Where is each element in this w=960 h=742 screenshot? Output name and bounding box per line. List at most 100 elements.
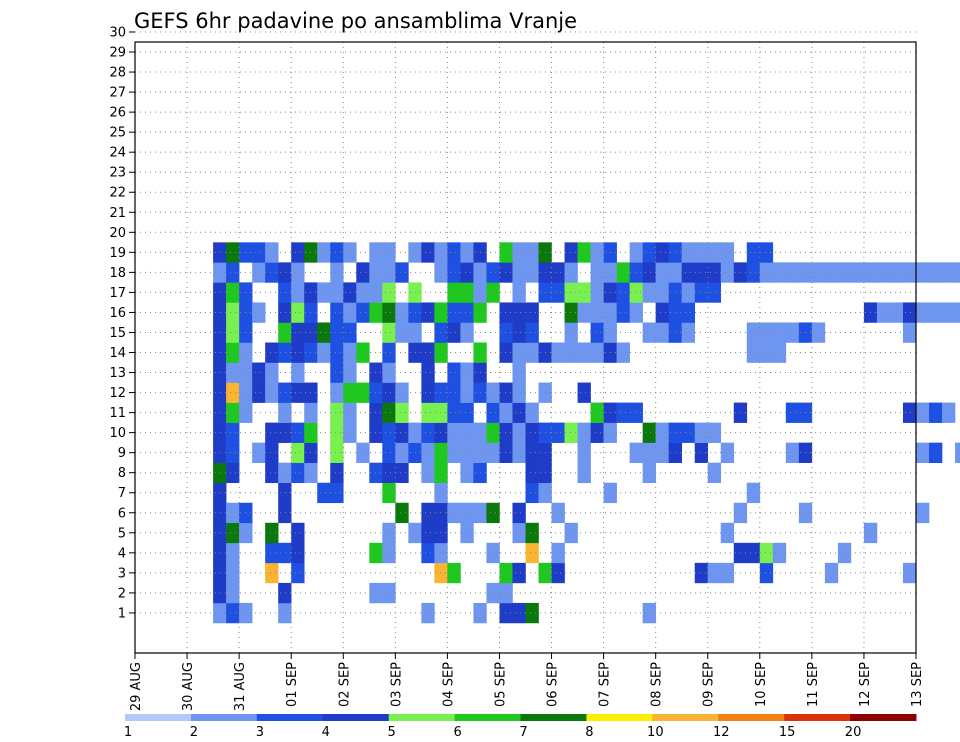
heatmap-cell bbox=[382, 362, 396, 383]
heatmap-cell bbox=[486, 442, 500, 463]
heatmap-cell bbox=[525, 302, 539, 323]
heatmap-cell bbox=[876, 302, 891, 323]
x-tick-label: 04 SEP bbox=[441, 662, 456, 707]
heatmap-cell bbox=[902, 322, 917, 343]
heatmap-cell bbox=[681, 242, 696, 263]
heatmap-cell bbox=[421, 442, 435, 463]
heatmap-cell bbox=[486, 402, 500, 423]
heatmap-cell bbox=[330, 422, 344, 443]
heatmap-cell bbox=[213, 482, 227, 504]
heatmap-cell bbox=[929, 402, 943, 423]
heatmap-cell bbox=[421, 602, 435, 624]
heatmap-cell bbox=[759, 562, 774, 584]
x-tick-label: 06 SEP bbox=[546, 662, 561, 707]
heatmap-cell bbox=[460, 382, 474, 403]
heatmap-cell bbox=[642, 442, 656, 463]
colorbar-label: 12 bbox=[713, 725, 730, 740]
x-tick-label: 29 AUG bbox=[129, 662, 144, 711]
heatmap-cell bbox=[916, 262, 930, 283]
heatmap-cell bbox=[824, 562, 839, 584]
heatmap-cell bbox=[616, 282, 630, 303]
colorbar-swatch bbox=[652, 714, 719, 721]
heatmap-cell bbox=[395, 382, 409, 403]
heatmap-cell bbox=[330, 342, 344, 363]
heatmap-cell bbox=[902, 302, 917, 323]
heatmap-cell bbox=[460, 422, 474, 443]
heatmap-cell bbox=[226, 502, 240, 524]
heatmap-cell bbox=[837, 542, 852, 564]
heatmap-cell bbox=[395, 262, 409, 283]
heatmap-cell bbox=[278, 282, 292, 303]
heatmap-cell bbox=[642, 282, 656, 303]
heatmap-cell bbox=[382, 282, 396, 303]
heatmap-cell bbox=[460, 322, 474, 343]
y-tick-label: 4 bbox=[118, 546, 126, 561]
heatmap-cell bbox=[785, 402, 800, 423]
colorbar-swatch bbox=[718, 714, 785, 721]
heatmap-cell bbox=[499, 302, 513, 323]
heatmap-cell bbox=[902, 262, 917, 283]
heatmap-cell bbox=[434, 342, 448, 363]
heatmap-cell bbox=[929, 442, 943, 463]
heatmap-cell bbox=[434, 562, 448, 584]
y-tick-label: 2 bbox=[118, 586, 126, 601]
heatmap-cell bbox=[382, 422, 396, 443]
heatmap-cell bbox=[642, 602, 656, 624]
heatmap-cell bbox=[577, 462, 591, 484]
heatmap-cell bbox=[681, 282, 696, 303]
heatmap-cell bbox=[278, 382, 292, 403]
colorbar-swatch bbox=[256, 714, 324, 721]
heatmap-cell bbox=[512, 502, 526, 524]
heatmap-cell bbox=[226, 262, 240, 283]
heatmap-cell bbox=[746, 322, 761, 343]
heatmap-cell bbox=[590, 262, 604, 283]
heatmap-cell bbox=[512, 282, 526, 303]
heatmap-cell bbox=[512, 562, 526, 584]
heatmap-cell bbox=[278, 602, 292, 624]
heatmap-cell bbox=[395, 322, 409, 343]
heatmap-cell bbox=[434, 302, 448, 323]
heatmap-cell bbox=[434, 542, 448, 564]
heatmap-cell bbox=[291, 262, 305, 283]
heatmap-cell bbox=[512, 422, 526, 443]
heatmap-cell bbox=[265, 562, 279, 584]
heatmap-cell bbox=[707, 422, 722, 443]
y-tick-label: 18 bbox=[109, 266, 126, 281]
heatmap-cell bbox=[499, 402, 513, 423]
heatmap-cell bbox=[226, 382, 240, 403]
heatmap-cell bbox=[213, 522, 227, 544]
heatmap-cell bbox=[291, 422, 305, 443]
heatmap-cell bbox=[213, 402, 227, 423]
heatmap-cell bbox=[460, 262, 474, 283]
y-tick-label: 10 bbox=[109, 426, 126, 441]
heatmap-cell bbox=[889, 302, 904, 323]
heatmap-cell bbox=[447, 502, 461, 524]
heatmap-cell bbox=[434, 422, 448, 443]
heatmap-cell bbox=[681, 262, 696, 283]
heatmap-cell bbox=[291, 282, 305, 303]
heatmap-cell bbox=[616, 302, 630, 323]
heatmap-cell bbox=[265, 522, 279, 544]
x-tick-label: 10 SEP bbox=[754, 662, 769, 707]
heatmap-cell bbox=[772, 262, 787, 283]
heatmap-cell bbox=[629, 262, 643, 283]
heatmap-cell bbox=[590, 402, 604, 423]
heatmap-cell bbox=[226, 462, 240, 484]
heatmap-cell bbox=[330, 402, 344, 423]
x-tick-label: 08 SEP bbox=[650, 662, 665, 707]
heatmap-cell bbox=[512, 262, 526, 283]
heatmap-cell bbox=[291, 362, 305, 383]
heatmap-cell bbox=[421, 402, 435, 423]
heatmap-cell bbox=[460, 462, 474, 484]
x-tick-label: 03 SEP bbox=[389, 662, 404, 707]
heatmap-cell bbox=[447, 422, 461, 443]
heatmap-cell bbox=[876, 262, 891, 283]
heatmap-cell bbox=[577, 382, 591, 403]
heatmap-cell bbox=[265, 362, 279, 383]
colorbar-label: 20 bbox=[845, 725, 862, 740]
heatmap-cell bbox=[629, 302, 643, 323]
heatmap-cell bbox=[226, 322, 240, 343]
heatmap-cell bbox=[330, 362, 344, 383]
heatmap-cell bbox=[681, 302, 696, 323]
heatmap-cell bbox=[278, 502, 292, 524]
